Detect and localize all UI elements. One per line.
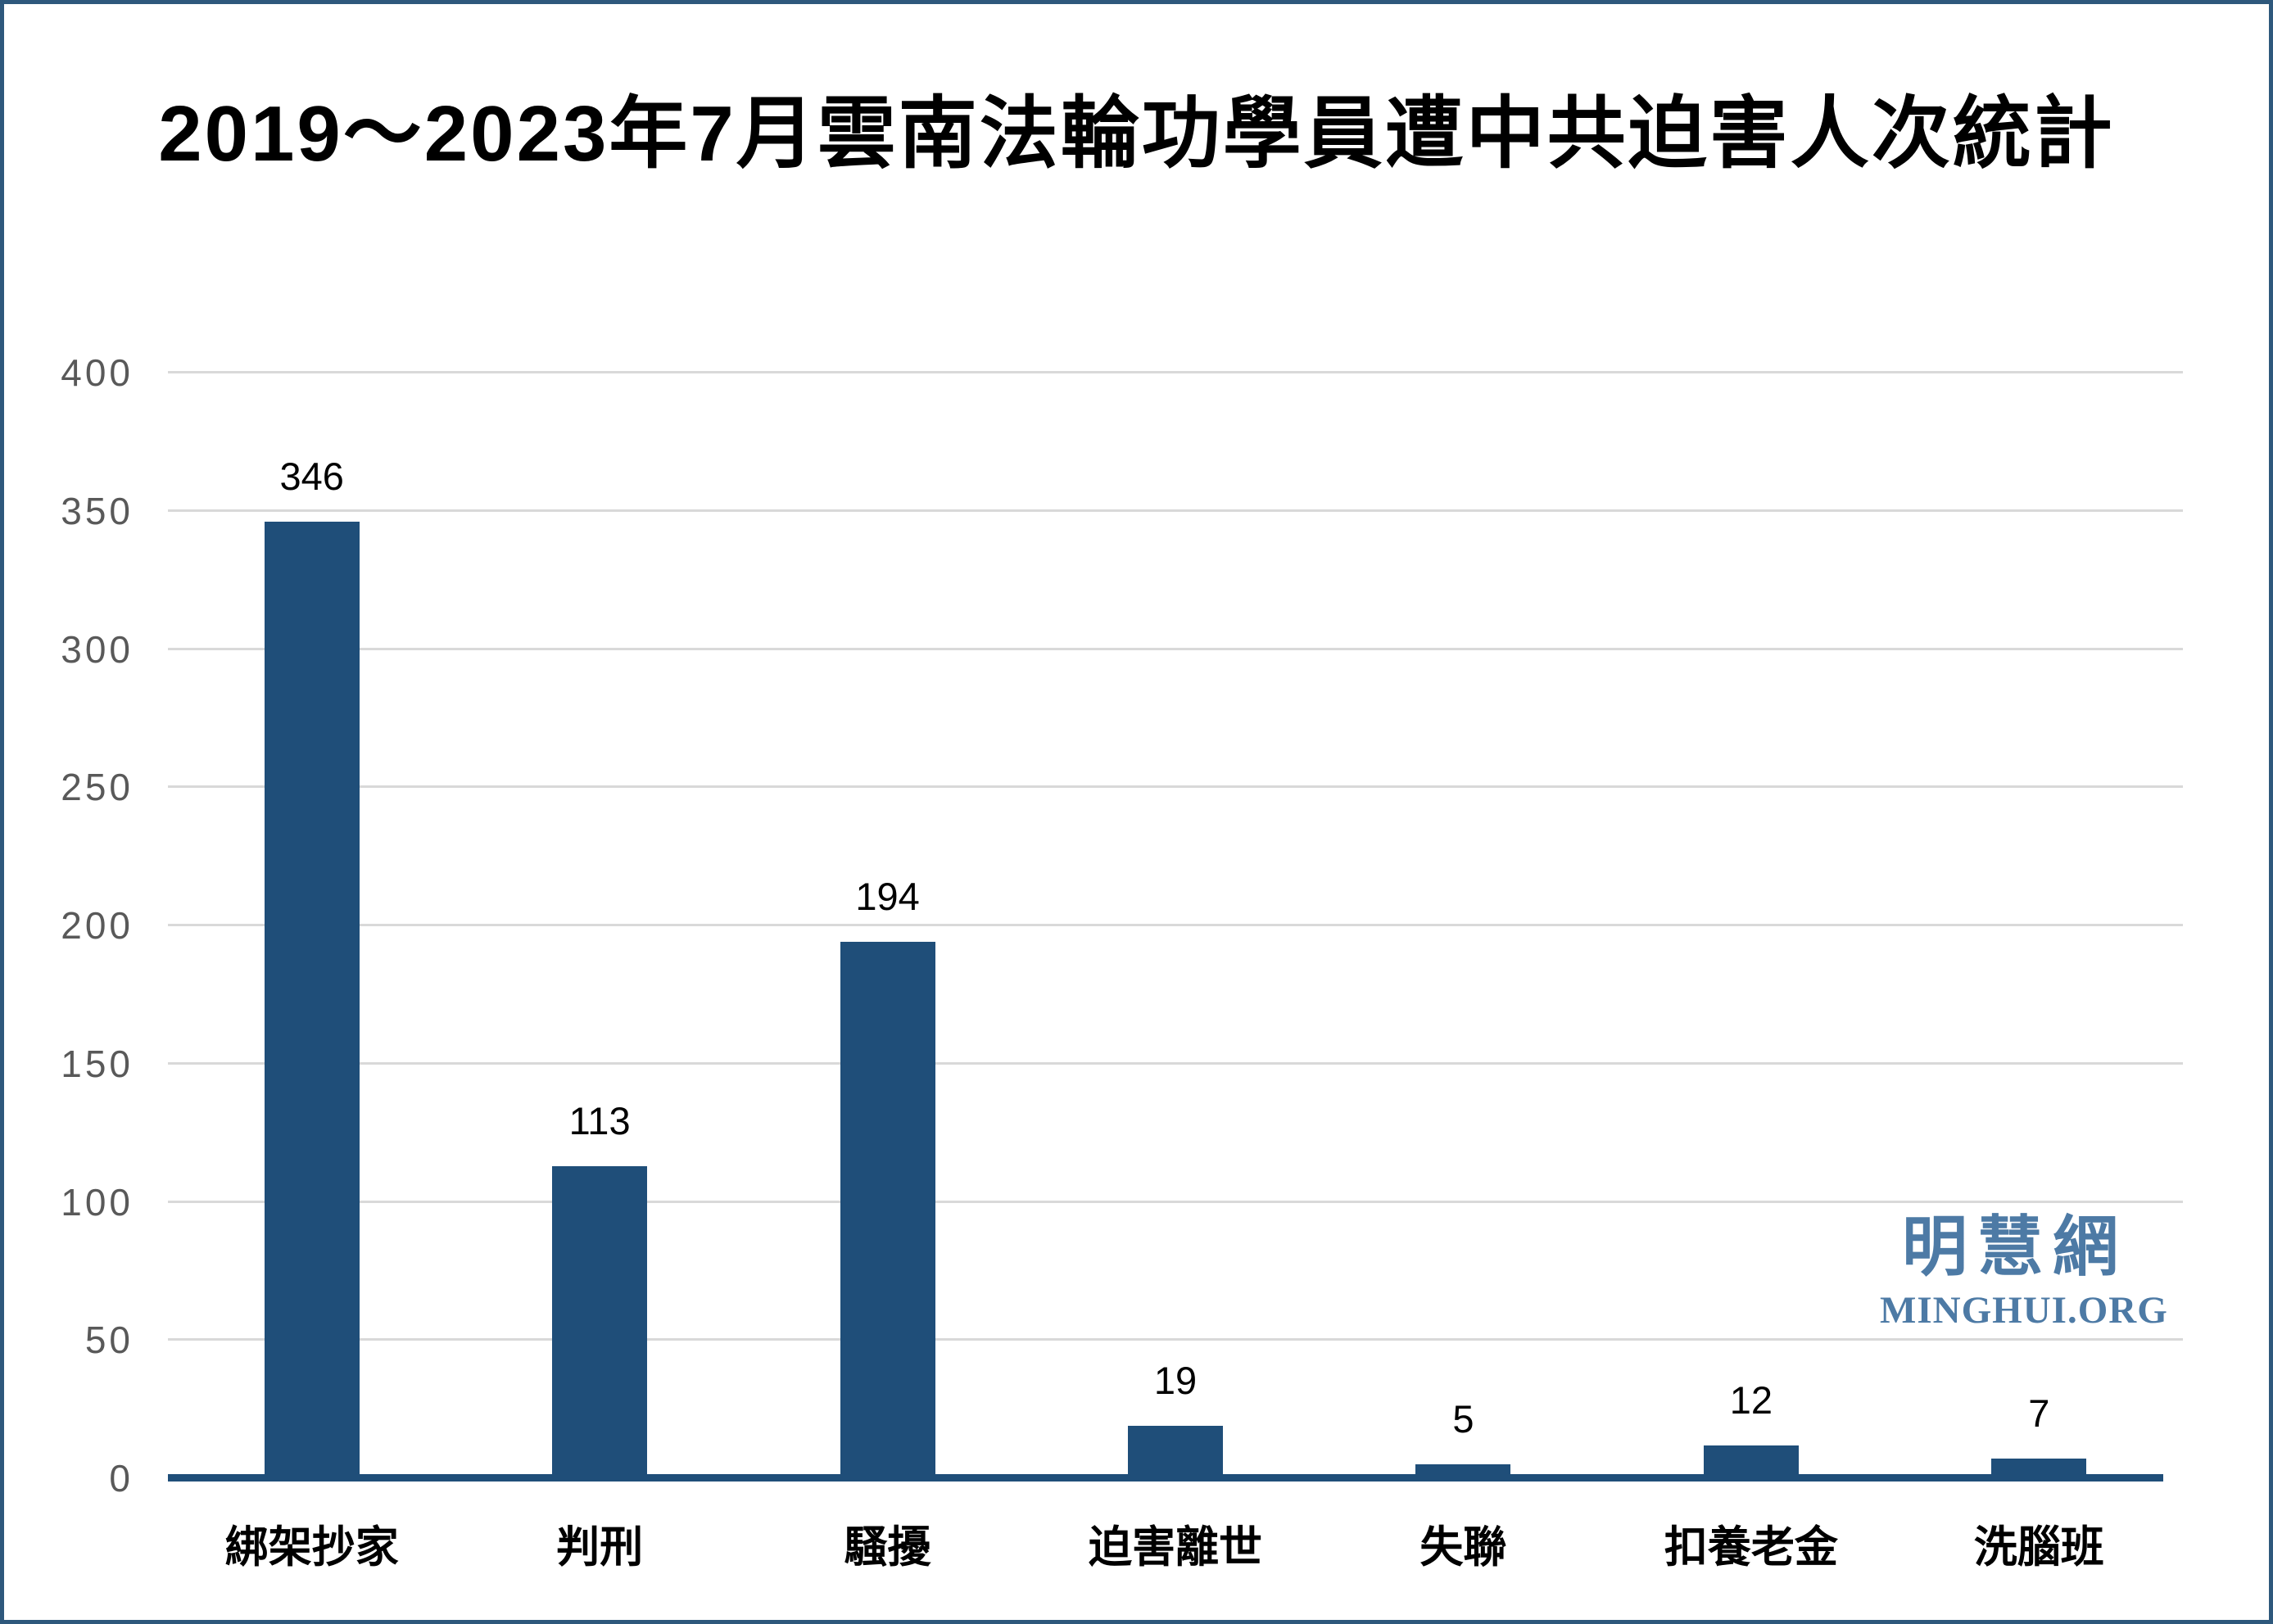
y-axis-tick-label: 150 [61, 1042, 134, 1085]
gridline-y100 [168, 1200, 2183, 1203]
bar-6 [1703, 1445, 1799, 1478]
x-axis-category-label: 扣養老金 [1664, 1523, 1838, 1572]
bar-value-label: 12 [1729, 1377, 1773, 1422]
bar-value-label: 194 [855, 875, 920, 919]
chart-title: 2019～2023年7月雲南法輪功學員遭中共迫害人次統計 [158, 90, 2115, 178]
y-axis-tick-label: 400 [61, 351, 134, 394]
x-axis-category-label: 迫害離世 [1088, 1523, 1262, 1572]
gridline-y250 [168, 785, 2183, 789]
x-axis-category-label: 綁架抄家 [224, 1523, 399, 1572]
bar-4 [1127, 1425, 1223, 1478]
bar-value-label: 7 [2028, 1391, 2050, 1436]
y-axis-tick-label: 100 [61, 1180, 134, 1224]
y-axis-tick-label: 50 [84, 1319, 134, 1362]
bar-3 [840, 942, 935, 1478]
gridline-y350 [168, 509, 2183, 512]
watermark: 明慧網 MINGHUI.ORG [1880, 1210, 2168, 1332]
bar-slot: 113 判刑 [455, 373, 743, 1572]
gridline-y150 [168, 1061, 2183, 1065]
bar-7 [1991, 1459, 2087, 1478]
y-axis-tick-label: 300 [61, 627, 134, 671]
plot-area: 0 50 100 150 200 250 300 350 400 346 綁架抄家 113 判刑 194 騷… [61, 351, 2183, 1572]
bar-value-label: 113 [568, 1098, 631, 1142]
bar-value-label: 19 [1153, 1358, 1198, 1402]
x-axis-category-label: 洗腦班 [1973, 1523, 2104, 1572]
gridline-y300 [168, 647, 2183, 650]
x-axis-category-label: 判刑 [556, 1523, 644, 1572]
bar-slot: 12 扣養老金 [1607, 373, 1895, 1572]
watermark-cjk-logo: 明慧網 [1902, 1210, 2128, 1283]
y-axis-tick-label: 0 [109, 1457, 134, 1500]
bar-value-label: 346 [279, 455, 344, 499]
y-axis-tick-label: 350 [61, 489, 134, 532]
bar-1 [264, 522, 360, 1478]
x-axis-line [168, 1474, 2163, 1482]
y-axis-tick-label: 250 [61, 766, 134, 809]
bar-slot: 19 迫害離世 [1031, 373, 1319, 1572]
bar-slot: 194 騷擾 [744, 373, 1031, 1572]
bar-slot: 5 失聯 [1320, 373, 1607, 1572]
bar-slot: 346 綁架抄家 [168, 373, 455, 1572]
y-axis-tick-label: 200 [61, 904, 134, 947]
bar-2 [552, 1165, 648, 1478]
watermark-latin-logo: MINGHUI.ORG [1880, 1289, 2168, 1332]
gridline-y400 [168, 371, 2183, 373]
gridline-y50 [168, 1338, 2183, 1341]
x-axis-category-label: 失聯 [1419, 1523, 1507, 1572]
bar-value-label: 5 [1452, 1397, 1474, 1441]
x-axis-category-label: 騷擾 [844, 1523, 931, 1572]
gridline-y200 [168, 924, 2183, 926]
bar-slot: 7 洗腦班 [1895, 373, 2183, 1572]
